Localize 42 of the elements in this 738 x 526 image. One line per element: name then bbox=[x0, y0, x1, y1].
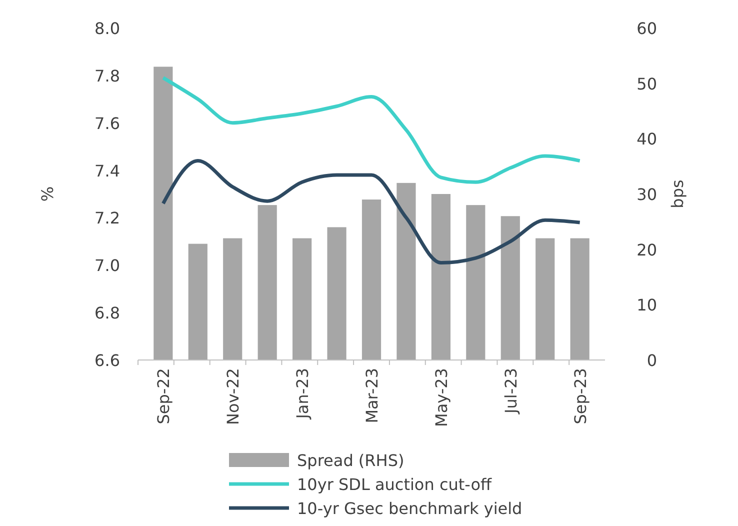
y-tick-label: 6.6 bbox=[94, 351, 120, 370]
y-tick-label: 6.8 bbox=[94, 304, 120, 323]
y2-tick-label: 20 bbox=[636, 240, 657, 260]
line-series bbox=[161, 159, 582, 265]
y2-axis-title: bps bbox=[668, 180, 687, 208]
y2-tick-label: 10 bbox=[636, 296, 657, 315]
y-tick-label: 7.2 bbox=[94, 208, 120, 228]
y2-tick-label: 50 bbox=[636, 74, 657, 94]
y2-tick-label: 0 bbox=[646, 351, 657, 370]
bar bbox=[536, 238, 555, 360]
bar bbox=[154, 66, 173, 360]
bar bbox=[500, 216, 520, 360]
x-tick-label: Mar-23 bbox=[362, 368, 382, 424]
x-tick-label: Sep-23 bbox=[570, 368, 590, 424]
x-tick-label: Nov-22 bbox=[224, 368, 243, 425]
legend-label: Spread (RHS) bbox=[297, 451, 404, 470]
x-tick-label: May-23 bbox=[432, 368, 451, 427]
bar bbox=[223, 238, 242, 360]
y-tick-label: 8.0 bbox=[94, 19, 120, 38]
y2-tick-label: 40 bbox=[636, 130, 657, 149]
y-tick-label: 7.6 bbox=[94, 114, 120, 133]
y-tick-label: 7.0 bbox=[94, 256, 120, 276]
x-tick-label: Sep-22 bbox=[154, 368, 174, 424]
bar bbox=[570, 238, 590, 360]
y2-tick-label: 30 bbox=[636, 185, 657, 204]
y-axis-title: % bbox=[38, 186, 57, 202]
bar bbox=[362, 200, 382, 360]
bar bbox=[258, 205, 277, 360]
bar bbox=[292, 238, 312, 360]
bar bbox=[188, 244, 208, 360]
y-tick-label: 7.8 bbox=[94, 66, 120, 86]
x-tick-label: Jan-23 bbox=[293, 368, 312, 420]
bar bbox=[431, 194, 450, 360]
bar bbox=[327, 227, 346, 360]
x-tick-label: Jul-23 bbox=[501, 368, 520, 414]
bar bbox=[466, 205, 486, 360]
legend-label: 10-yr Gsec benchmark yield bbox=[297, 499, 522, 518]
y-tick-label: 7.4 bbox=[94, 161, 120, 180]
line-series bbox=[161, 76, 582, 184]
bar bbox=[396, 182, 416, 360]
y2-tick-label: 60 bbox=[636, 19, 657, 38]
legend-label: 10yr SDL auction cut-off bbox=[297, 475, 493, 494]
